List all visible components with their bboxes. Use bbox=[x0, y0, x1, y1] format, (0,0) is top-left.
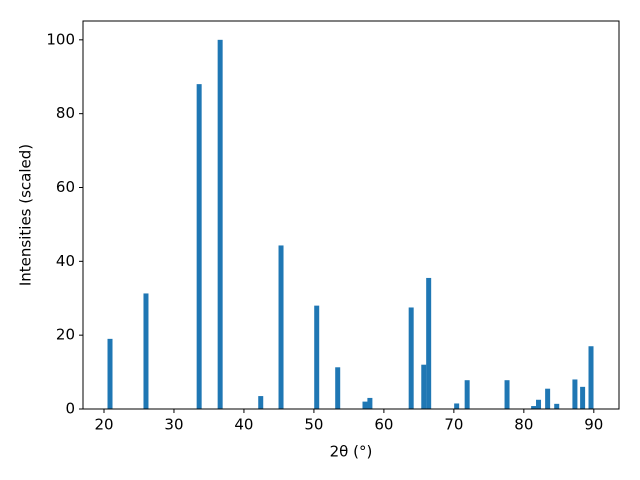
x-tick-label: 60 bbox=[374, 416, 393, 434]
bar bbox=[454, 403, 460, 409]
plot-frame bbox=[82, 20, 620, 410]
bar bbox=[314, 305, 320, 409]
bar bbox=[217, 39, 223, 409]
x-tick-label: 70 bbox=[444, 416, 463, 434]
x-tick-label: 30 bbox=[164, 416, 183, 434]
bar bbox=[362, 401, 368, 409]
x-tick-label: 90 bbox=[584, 416, 603, 434]
bar bbox=[554, 403, 560, 409]
bar bbox=[258, 396, 264, 409]
x-tick-label: 80 bbox=[514, 416, 533, 434]
bar bbox=[580, 386, 586, 409]
y-tick-label: 60 bbox=[56, 178, 75, 196]
x-tick-label: 50 bbox=[304, 416, 323, 434]
bar bbox=[196, 84, 202, 409]
bar bbox=[278, 245, 284, 409]
bar bbox=[426, 277, 432, 409]
x-axis-label: 2θ (°) bbox=[330, 443, 373, 461]
bar bbox=[545, 388, 551, 409]
bar bbox=[531, 406, 537, 409]
bar bbox=[588, 346, 594, 409]
bar bbox=[335, 367, 341, 409]
bar bbox=[107, 338, 113, 409]
x-tick-label: 20 bbox=[94, 416, 113, 434]
y-tick-label: 80 bbox=[56, 104, 75, 122]
x-tick-label: 40 bbox=[234, 416, 253, 434]
bar bbox=[572, 379, 578, 409]
y-axis-label: Intensities (scaled) bbox=[17, 144, 35, 286]
bar bbox=[367, 397, 373, 409]
y-tick-label: 20 bbox=[56, 326, 75, 344]
bar bbox=[536, 399, 542, 409]
y-tick-label: 100 bbox=[46, 30, 75, 48]
bar bbox=[408, 307, 414, 409]
y-tick-label: 0 bbox=[65, 400, 75, 418]
bar bbox=[143, 293, 149, 409]
bar bbox=[464, 380, 470, 409]
bar bbox=[421, 364, 427, 409]
y-tick-label: 40 bbox=[56, 252, 75, 270]
bar bbox=[504, 380, 510, 409]
